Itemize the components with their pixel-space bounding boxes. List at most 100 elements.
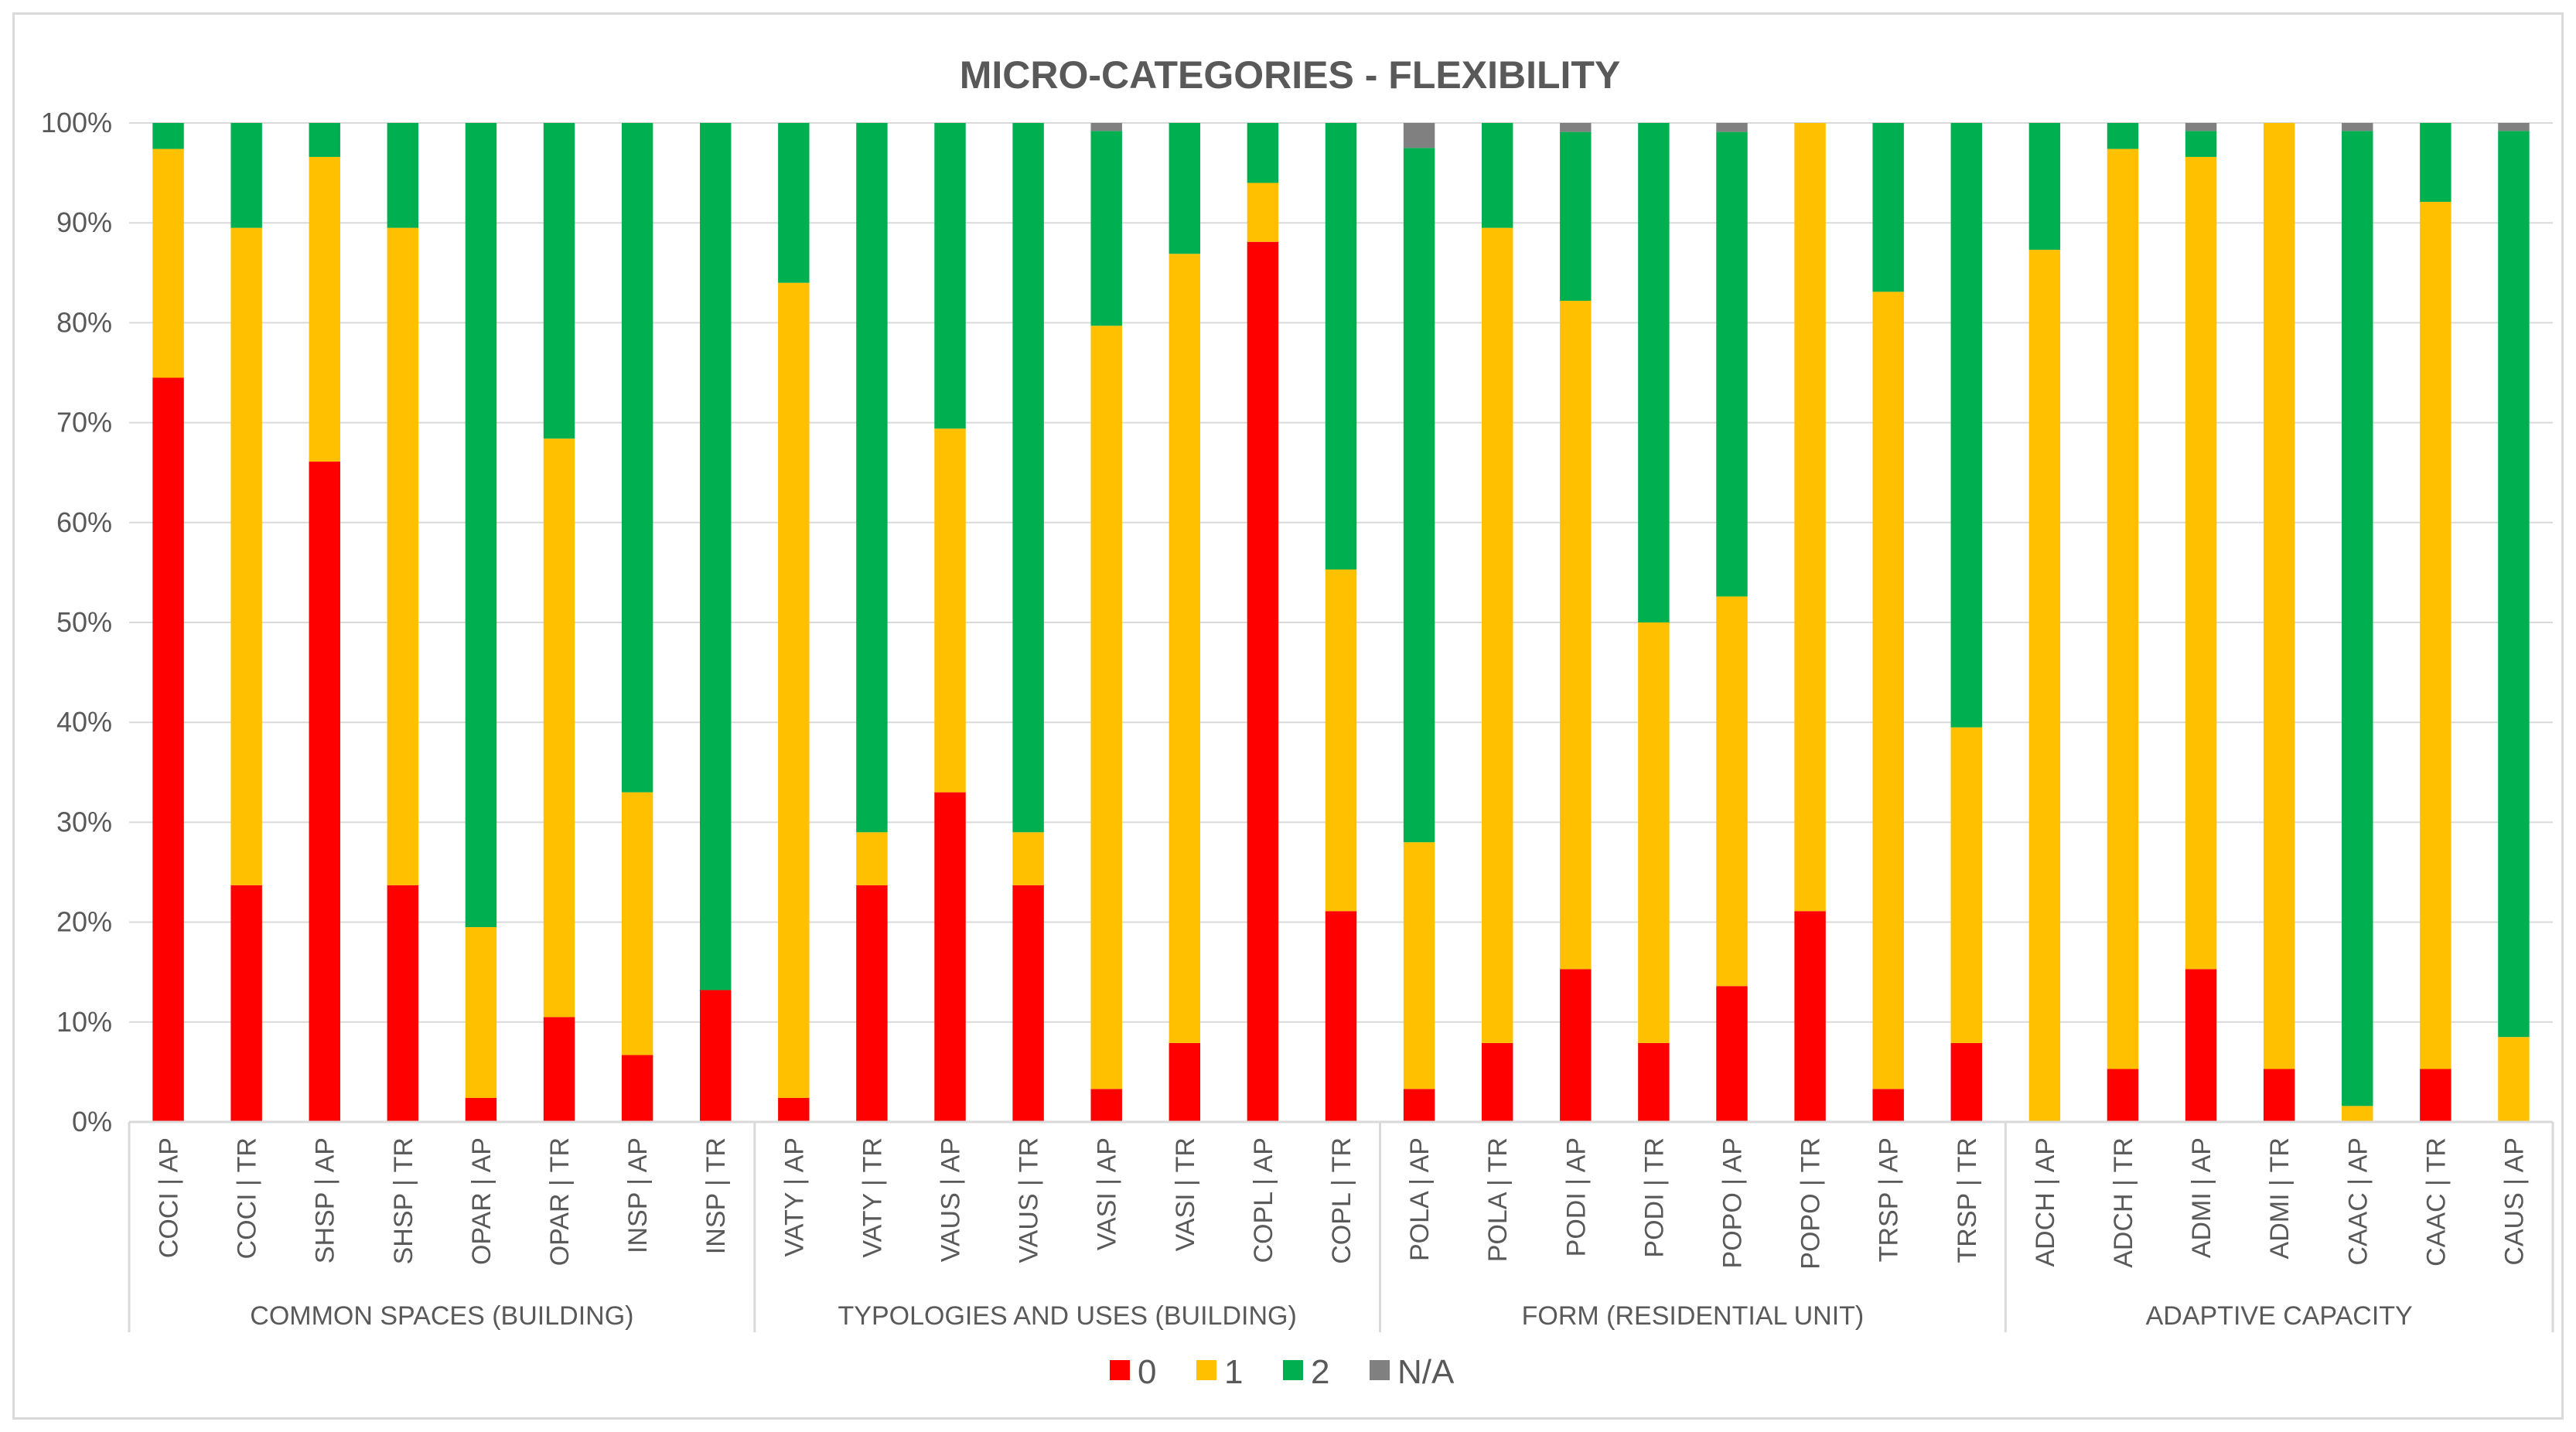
bar-segment-series-0 <box>778 1097 810 1122</box>
bar-segment-series-0 <box>856 885 888 1122</box>
bar-segment-series-2 <box>1012 123 1044 833</box>
bars <box>152 123 2530 1123</box>
bar-segment-series-0 <box>2107 1069 2139 1122</box>
bar-segment-series-1 <box>1716 596 1748 987</box>
bar-segment-series-0 <box>2263 1069 2295 1122</box>
bar-segment-series-0 <box>543 1017 575 1122</box>
bar-segment-series-0 <box>2420 1069 2451 1122</box>
legend-swatch <box>1370 1360 1390 1380</box>
bar-segment-series-2 <box>1247 123 1279 183</box>
bar-segment-series-2 <box>621 123 653 793</box>
y-tick-label: 90% <box>56 206 112 238</box>
x-category-label: COPL | TR <box>1327 1137 1356 1264</box>
bar-segment-series-1 <box>1950 727 1982 1043</box>
chart-frame: MICRO-CATEGORIES - FLEXIBILITY 0% 10% 20% 3… <box>12 12 2564 1420</box>
bar-segment-series-1 <box>387 227 419 885</box>
x-category-label: ADCH | TR <box>2109 1137 2138 1268</box>
legend-swatch <box>1283 1360 1303 1380</box>
x-category-label: POLA | AP <box>1405 1137 1435 1261</box>
bar-segment-series-0 <box>1403 1089 1435 1122</box>
legend-swatch <box>1110 1360 1130 1380</box>
bar-segment-series-2 <box>2498 131 2530 1038</box>
x-category-label: PODI | TR <box>1639 1137 1669 1258</box>
bar-segment-series-1 <box>2420 202 2451 1069</box>
bar-segment-series-2 <box>934 123 966 429</box>
bar-segment-series-0 <box>1247 241 1279 1122</box>
bar-segment-series-2 <box>1090 131 1122 326</box>
x-category-label: ADMI | AP <box>2187 1137 2216 1258</box>
x-category-label: POLA | TR <box>1483 1137 1513 1262</box>
bar-segment-series-0 <box>152 377 184 1123</box>
x-category-label: TRSP | AP <box>1875 1137 1904 1262</box>
bar-segment-series-1 <box>934 428 966 793</box>
x-category-label: SHSP | AP <box>311 1137 340 1263</box>
y-tick-label: 20% <box>56 906 112 938</box>
bar-segment-series-2 <box>1169 123 1201 254</box>
bar-segment-series-2 <box>856 123 888 833</box>
bar-segment-series-1 <box>1794 123 1826 912</box>
bar-segment-series-na <box>1560 123 1592 132</box>
bar-segment-series-2 <box>2342 131 2373 1106</box>
bar-segment-series-2 <box>1950 123 1982 728</box>
bar-segment-series-2 <box>1716 131 1748 597</box>
bar-segment-series-0 <box>1950 1042 1982 1122</box>
bar-segment-series-2 <box>152 123 184 149</box>
bar-segment-series-1 <box>1481 227 1513 1043</box>
bar-segment-series-2 <box>1403 148 1435 843</box>
legend-label: 2 <box>1311 1353 1329 1391</box>
x-category-label: OPAR | TR <box>545 1137 575 1266</box>
bar-segment-series-2 <box>1872 123 1904 292</box>
bar-segment-series-0 <box>1716 986 1748 1122</box>
y-tick-label: 80% <box>56 306 112 338</box>
x-category-label: TRSP | TR <box>1953 1137 1982 1263</box>
bar-segment-series-1 <box>2263 123 2295 1069</box>
bar-segment-series-1 <box>1872 292 1904 1089</box>
x-group-label: ADAPTIVE CAPACITY <box>2146 1301 2413 1331</box>
bar-segment-series-2 <box>1638 123 1670 622</box>
x-category-label: ADMI | TR <box>2265 1137 2295 1259</box>
bar-segment-series-2 <box>2028 123 2061 251</box>
bar-segment-series-0 <box>309 461 340 1122</box>
x-category-label: VAUS | TR <box>1015 1137 1044 1263</box>
bar-segment-series-1 <box>152 148 184 378</box>
bar-segment-series-1 <box>1090 326 1122 1089</box>
bar-segment-series-1 <box>1169 254 1201 1043</box>
bar-segment-series-1 <box>2185 156 2217 970</box>
x-group-label: COMMON SPACES (BUILDING) <box>250 1301 633 1331</box>
bar-segment-series-2 <box>2107 123 2139 149</box>
bar-segment-series-2 <box>309 123 340 157</box>
bar-segment-series-0 <box>934 792 966 1122</box>
bar-segment-series-1 <box>621 792 653 1055</box>
bar-segment-series-2 <box>1481 123 1513 228</box>
y-tick-label: 0% <box>72 1106 112 1137</box>
x-category-label: POPO | TR <box>1796 1137 1826 1270</box>
x-category-label: CAUS | AP <box>2499 1137 2529 1266</box>
bar-segment-series-na <box>2185 123 2217 131</box>
x-category-label: VASI | AP <box>1093 1137 1122 1250</box>
x-category-label: POPO | AP <box>1718 1137 1747 1268</box>
bar-segment-series-1 <box>2107 148 2139 1069</box>
x-group-label: FORM (RESIDENTIAL UNIT) <box>1522 1301 1865 1331</box>
legend-label: N/A <box>1397 1353 1455 1391</box>
x-category-label: COPL | AP <box>1249 1137 1278 1263</box>
bar-segment-series-1 <box>1638 622 1670 1043</box>
x-category-label: VAUS | AP <box>937 1137 966 1262</box>
x-category-label: CAAC | TR <box>2421 1137 2451 1267</box>
bar-segment-series-1 <box>1403 842 1435 1089</box>
x-category-label: VATY | AP <box>780 1137 809 1256</box>
bar-segment-series-2 <box>543 123 575 439</box>
x-category-label: COCI | AP <box>155 1137 184 1258</box>
bar-segment-series-0 <box>1169 1042 1201 1122</box>
bar-segment-series-0 <box>621 1055 653 1122</box>
y-tick-label: 10% <box>56 1006 112 1038</box>
bar-segment-series-0 <box>1872 1089 1904 1122</box>
bar-segment-series-0 <box>1481 1042 1513 1122</box>
chart-title: MICRO-CATEGORIES - FLEXIBILITY <box>960 53 1621 97</box>
bar-segment-series-2 <box>1325 123 1357 570</box>
bar-segment-series-0 <box>1325 911 1357 1122</box>
y-tick-label: 70% <box>56 407 112 438</box>
bar-segment-series-na <box>2342 123 2373 131</box>
bar-segment-series-0 <box>1012 885 1044 1122</box>
bar-segment-series-1 <box>1325 569 1357 912</box>
bar-segment-series-1 <box>2498 1037 2530 1122</box>
